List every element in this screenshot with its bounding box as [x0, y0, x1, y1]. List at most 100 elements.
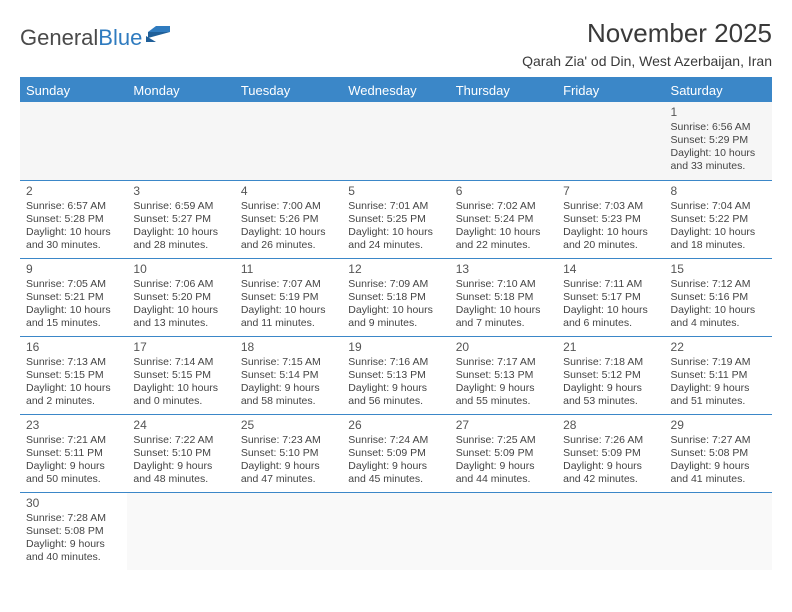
daylight-line: Daylight: 10 hours and 22 minutes.	[456, 226, 551, 252]
day-header: Saturday	[665, 78, 772, 102]
day-number: 13	[456, 262, 551, 277]
daylight-line: Daylight: 10 hours and 30 minutes.	[26, 226, 121, 252]
calendar-cell	[342, 492, 449, 570]
sunrise-line: Sunrise: 7:22 AM	[133, 434, 228, 447]
sunset-line: Sunset: 5:29 PM	[671, 134, 766, 147]
day-header: Monday	[127, 78, 234, 102]
calendar-cell	[235, 102, 342, 180]
calendar-cell: 10Sunrise: 7:06 AMSunset: 5:20 PMDayligh…	[127, 258, 234, 336]
month-title: November 2025	[522, 18, 772, 49]
calendar-row: 16Sunrise: 7:13 AMSunset: 5:15 PMDayligh…	[20, 336, 772, 414]
sunset-line: Sunset: 5:08 PM	[26, 525, 121, 538]
sunrise-line: Sunrise: 7:26 AM	[563, 434, 658, 447]
day-number: 1	[671, 105, 766, 120]
sunrise-line: Sunrise: 7:15 AM	[241, 356, 336, 369]
daylight-line: Daylight: 9 hours and 40 minutes.	[26, 538, 121, 564]
day-number: 4	[241, 184, 336, 199]
calendar-cell: 9Sunrise: 7:05 AMSunset: 5:21 PMDaylight…	[20, 258, 127, 336]
sunrise-line: Sunrise: 7:19 AM	[671, 356, 766, 369]
flag-icon	[146, 24, 172, 50]
daylight-line: Daylight: 9 hours and 48 minutes.	[133, 460, 228, 486]
calendar-row: 9Sunrise: 7:05 AMSunset: 5:21 PMDaylight…	[20, 258, 772, 336]
logo: GeneralBlue	[20, 18, 172, 52]
sunrise-line: Sunrise: 7:10 AM	[456, 278, 551, 291]
day-number: 29	[671, 418, 766, 433]
day-number: 28	[563, 418, 658, 433]
daylight-line: Daylight: 9 hours and 41 minutes.	[671, 460, 766, 486]
sunset-line: Sunset: 5:24 PM	[456, 213, 551, 226]
sunset-line: Sunset: 5:09 PM	[456, 447, 551, 460]
calendar-cell: 29Sunrise: 7:27 AMSunset: 5:08 PMDayligh…	[665, 414, 772, 492]
day-number: 3	[133, 184, 228, 199]
calendar-cell: 8Sunrise: 7:04 AMSunset: 5:22 PMDaylight…	[665, 180, 772, 258]
daylight-line: Daylight: 9 hours and 47 minutes.	[241, 460, 336, 486]
calendar-cell	[450, 102, 557, 180]
calendar-cell: 19Sunrise: 7:16 AMSunset: 5:13 PMDayligh…	[342, 336, 449, 414]
sunrise-line: Sunrise: 7:03 AM	[563, 200, 658, 213]
sunrise-line: Sunrise: 7:18 AM	[563, 356, 658, 369]
sunset-line: Sunset: 5:19 PM	[241, 291, 336, 304]
calendar-cell: 17Sunrise: 7:14 AMSunset: 5:15 PMDayligh…	[127, 336, 234, 414]
sunrise-line: Sunrise: 7:23 AM	[241, 434, 336, 447]
day-number: 17	[133, 340, 228, 355]
calendar-cell: 7Sunrise: 7:03 AMSunset: 5:23 PMDaylight…	[557, 180, 664, 258]
daylight-line: Daylight: 10 hours and 9 minutes.	[348, 304, 443, 330]
calendar-cell: 21Sunrise: 7:18 AMSunset: 5:12 PMDayligh…	[557, 336, 664, 414]
calendar-cell: 16Sunrise: 7:13 AMSunset: 5:15 PMDayligh…	[20, 336, 127, 414]
sunset-line: Sunset: 5:15 PM	[133, 369, 228, 382]
sunset-line: Sunset: 5:12 PM	[563, 369, 658, 382]
sunrise-line: Sunrise: 7:16 AM	[348, 356, 443, 369]
sunset-line: Sunset: 5:08 PM	[671, 447, 766, 460]
daylight-line: Daylight: 9 hours and 56 minutes.	[348, 382, 443, 408]
day-number: 6	[456, 184, 551, 199]
day-header-row: Sunday Monday Tuesday Wednesday Thursday…	[20, 78, 772, 102]
calendar-cell: 5Sunrise: 7:01 AMSunset: 5:25 PMDaylight…	[342, 180, 449, 258]
sunrise-line: Sunrise: 7:09 AM	[348, 278, 443, 291]
daylight-line: Daylight: 10 hours and 11 minutes.	[241, 304, 336, 330]
calendar-cell: 3Sunrise: 6:59 AMSunset: 5:27 PMDaylight…	[127, 180, 234, 258]
location: Qarah Zia' od Din, West Azerbaijan, Iran	[522, 53, 772, 69]
day-number: 30	[26, 496, 121, 511]
sunrise-line: Sunrise: 7:17 AM	[456, 356, 551, 369]
day-number: 14	[563, 262, 658, 277]
sunrise-line: Sunrise: 7:01 AM	[348, 200, 443, 213]
daylight-line: Daylight: 10 hours and 2 minutes.	[26, 382, 121, 408]
sunrise-line: Sunrise: 7:02 AM	[456, 200, 551, 213]
day-number: 20	[456, 340, 551, 355]
day-number: 27	[456, 418, 551, 433]
calendar-cell: 12Sunrise: 7:09 AMSunset: 5:18 PMDayligh…	[342, 258, 449, 336]
calendar-cell: 30Sunrise: 7:28 AMSunset: 5:08 PMDayligh…	[20, 492, 127, 570]
calendar-cell: 15Sunrise: 7:12 AMSunset: 5:16 PMDayligh…	[665, 258, 772, 336]
daylight-line: Daylight: 10 hours and 28 minutes.	[133, 226, 228, 252]
calendar-cell	[20, 102, 127, 180]
sunset-line: Sunset: 5:13 PM	[456, 369, 551, 382]
calendar-cell: 28Sunrise: 7:26 AMSunset: 5:09 PMDayligh…	[557, 414, 664, 492]
day-number: 22	[671, 340, 766, 355]
calendar-cell: 20Sunrise: 7:17 AMSunset: 5:13 PMDayligh…	[450, 336, 557, 414]
day-number: 21	[563, 340, 658, 355]
daylight-line: Daylight: 10 hours and 20 minutes.	[563, 226, 658, 252]
calendar-cell: 14Sunrise: 7:11 AMSunset: 5:17 PMDayligh…	[557, 258, 664, 336]
sunrise-line: Sunrise: 7:06 AM	[133, 278, 228, 291]
day-header: Tuesday	[235, 78, 342, 102]
sunrise-line: Sunrise: 7:12 AM	[671, 278, 766, 291]
day-header: Wednesday	[342, 78, 449, 102]
calendar-row: 30Sunrise: 7:28 AMSunset: 5:08 PMDayligh…	[20, 492, 772, 570]
sunrise-line: Sunrise: 7:07 AM	[241, 278, 336, 291]
sunset-line: Sunset: 5:15 PM	[26, 369, 121, 382]
sunset-line: Sunset: 5:10 PM	[133, 447, 228, 460]
calendar-cell: 27Sunrise: 7:25 AMSunset: 5:09 PMDayligh…	[450, 414, 557, 492]
day-number: 19	[348, 340, 443, 355]
sunset-line: Sunset: 5:13 PM	[348, 369, 443, 382]
calendar-table: Sunday Monday Tuesday Wednesday Thursday…	[20, 77, 772, 570]
calendar-cell	[665, 492, 772, 570]
calendar-cell: 2Sunrise: 6:57 AMSunset: 5:28 PMDaylight…	[20, 180, 127, 258]
calendar-cell: 6Sunrise: 7:02 AMSunset: 5:24 PMDaylight…	[450, 180, 557, 258]
sunset-line: Sunset: 5:25 PM	[348, 213, 443, 226]
daylight-line: Daylight: 10 hours and 6 minutes.	[563, 304, 658, 330]
daylight-line: Daylight: 10 hours and 24 minutes.	[348, 226, 443, 252]
calendar-cell: 4Sunrise: 7:00 AMSunset: 5:26 PMDaylight…	[235, 180, 342, 258]
daylight-line: Daylight: 10 hours and 26 minutes.	[241, 226, 336, 252]
sunrise-line: Sunrise: 7:21 AM	[26, 434, 121, 447]
calendar-row: 23Sunrise: 7:21 AMSunset: 5:11 PMDayligh…	[20, 414, 772, 492]
